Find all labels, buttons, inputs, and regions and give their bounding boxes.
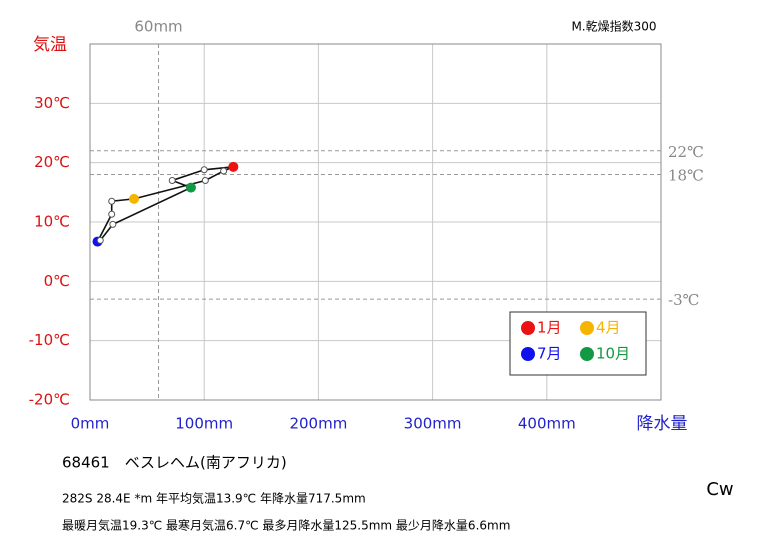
month-point: [200, 166, 208, 174]
y-tick-label: 20℃: [34, 153, 70, 171]
x-tick-label: 100mm: [175, 415, 233, 433]
legend-label: 1月: [537, 319, 562, 337]
x-tick-label: 300mm: [404, 415, 462, 433]
legend-label: 10月: [596, 345, 630, 363]
x-axis-title: 降水量: [637, 414, 688, 434]
y-tick-label: -10℃: [29, 331, 70, 349]
ref-label: 60mm: [134, 18, 182, 36]
month-point: [220, 167, 228, 175]
climate-class: Cw: [706, 479, 733, 500]
x-tick-label: 0mm: [71, 415, 110, 433]
legend-label: 4月: [596, 319, 621, 337]
month-point: [128, 193, 139, 204]
month-point: [109, 220, 117, 228]
month-point: [108, 197, 116, 205]
x-tick-label: 400mm: [518, 415, 576, 433]
station-name: 68461 ベスレヘム(南アフリカ): [62, 454, 287, 472]
y-tick-label: 0℃: [44, 272, 70, 290]
plot-frame: [89, 43, 662, 401]
ref-label: -3℃: [668, 291, 699, 309]
ref-label: 18℃: [668, 167, 704, 185]
y-axis-title: 気温: [33, 35, 67, 55]
month-point: [228, 161, 239, 172]
station-info: 282S 28.4E *m 年平均気温13.9℃ 年降水量717.5mm: [62, 491, 366, 506]
month-point: [168, 176, 176, 184]
ref-label: 22℃: [668, 143, 704, 161]
legend-dot: [580, 347, 594, 361]
month-point: [201, 176, 209, 184]
corner-note: M.乾燥指数300: [571, 19, 656, 34]
month-point: [96, 236, 104, 244]
y-tick-label: -20℃: [29, 391, 70, 409]
y-tick-label: 30℃: [34, 94, 70, 112]
month-point: [108, 210, 116, 218]
climate-line: [95, 166, 234, 244]
station-extremes: 最暖月気温19.3℃ 最寒月気温6.7℃ 最多月降水量125.5mm 最少月降水…: [62, 518, 510, 533]
x-tick-label: 200mm: [289, 415, 347, 433]
legend-box: [509, 311, 647, 376]
legend-dot: [521, 347, 535, 361]
legend-label: 7月: [537, 345, 562, 363]
y-tick-label: 10℃: [34, 213, 70, 231]
legend-dot: [521, 321, 535, 335]
month-point: [185, 182, 196, 193]
legend-dot: [580, 321, 594, 335]
